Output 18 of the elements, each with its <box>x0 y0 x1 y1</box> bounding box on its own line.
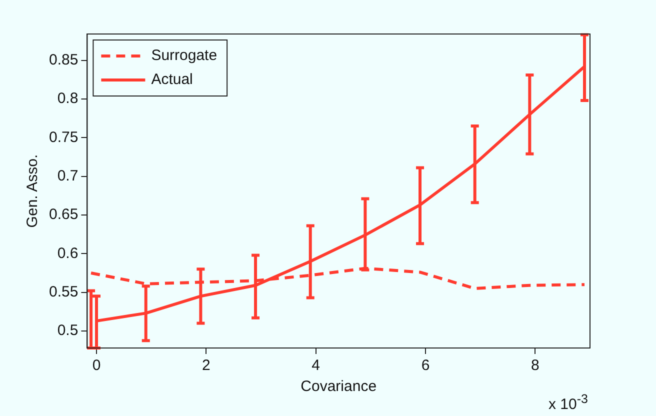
y-tick-label: 0.65 <box>48 206 78 224</box>
x-tick-label: 2 <box>202 357 210 374</box>
y-tick-label: 0.55 <box>48 283 78 300</box>
y-tick-label: 0.6 <box>57 244 78 262</box>
y-tick-label: 0.7 <box>57 167 78 184</box>
x-tick-label: 6 <box>421 357 430 374</box>
y-tick-label: 0.5 <box>57 322 78 340</box>
y-axis-title: Gen. Asso. <box>24 154 42 228</box>
x-axis-title: Covariance <box>300 378 377 396</box>
y-tick-label: 0.85 <box>48 51 78 68</box>
y-tick-label: 0.75 <box>48 128 78 146</box>
legend-label: Surrogate <box>151 47 218 64</box>
legend-label: Actual <box>151 71 193 88</box>
x-tick-label: 4 <box>312 357 320 374</box>
y-tick-label: 0.8 <box>57 90 78 108</box>
x-tick-label: 0 <box>92 357 101 374</box>
x-tick-label: 8 <box>530 357 540 374</box>
text: x 10$^{-3}$ <box>548 392 588 413</box>
